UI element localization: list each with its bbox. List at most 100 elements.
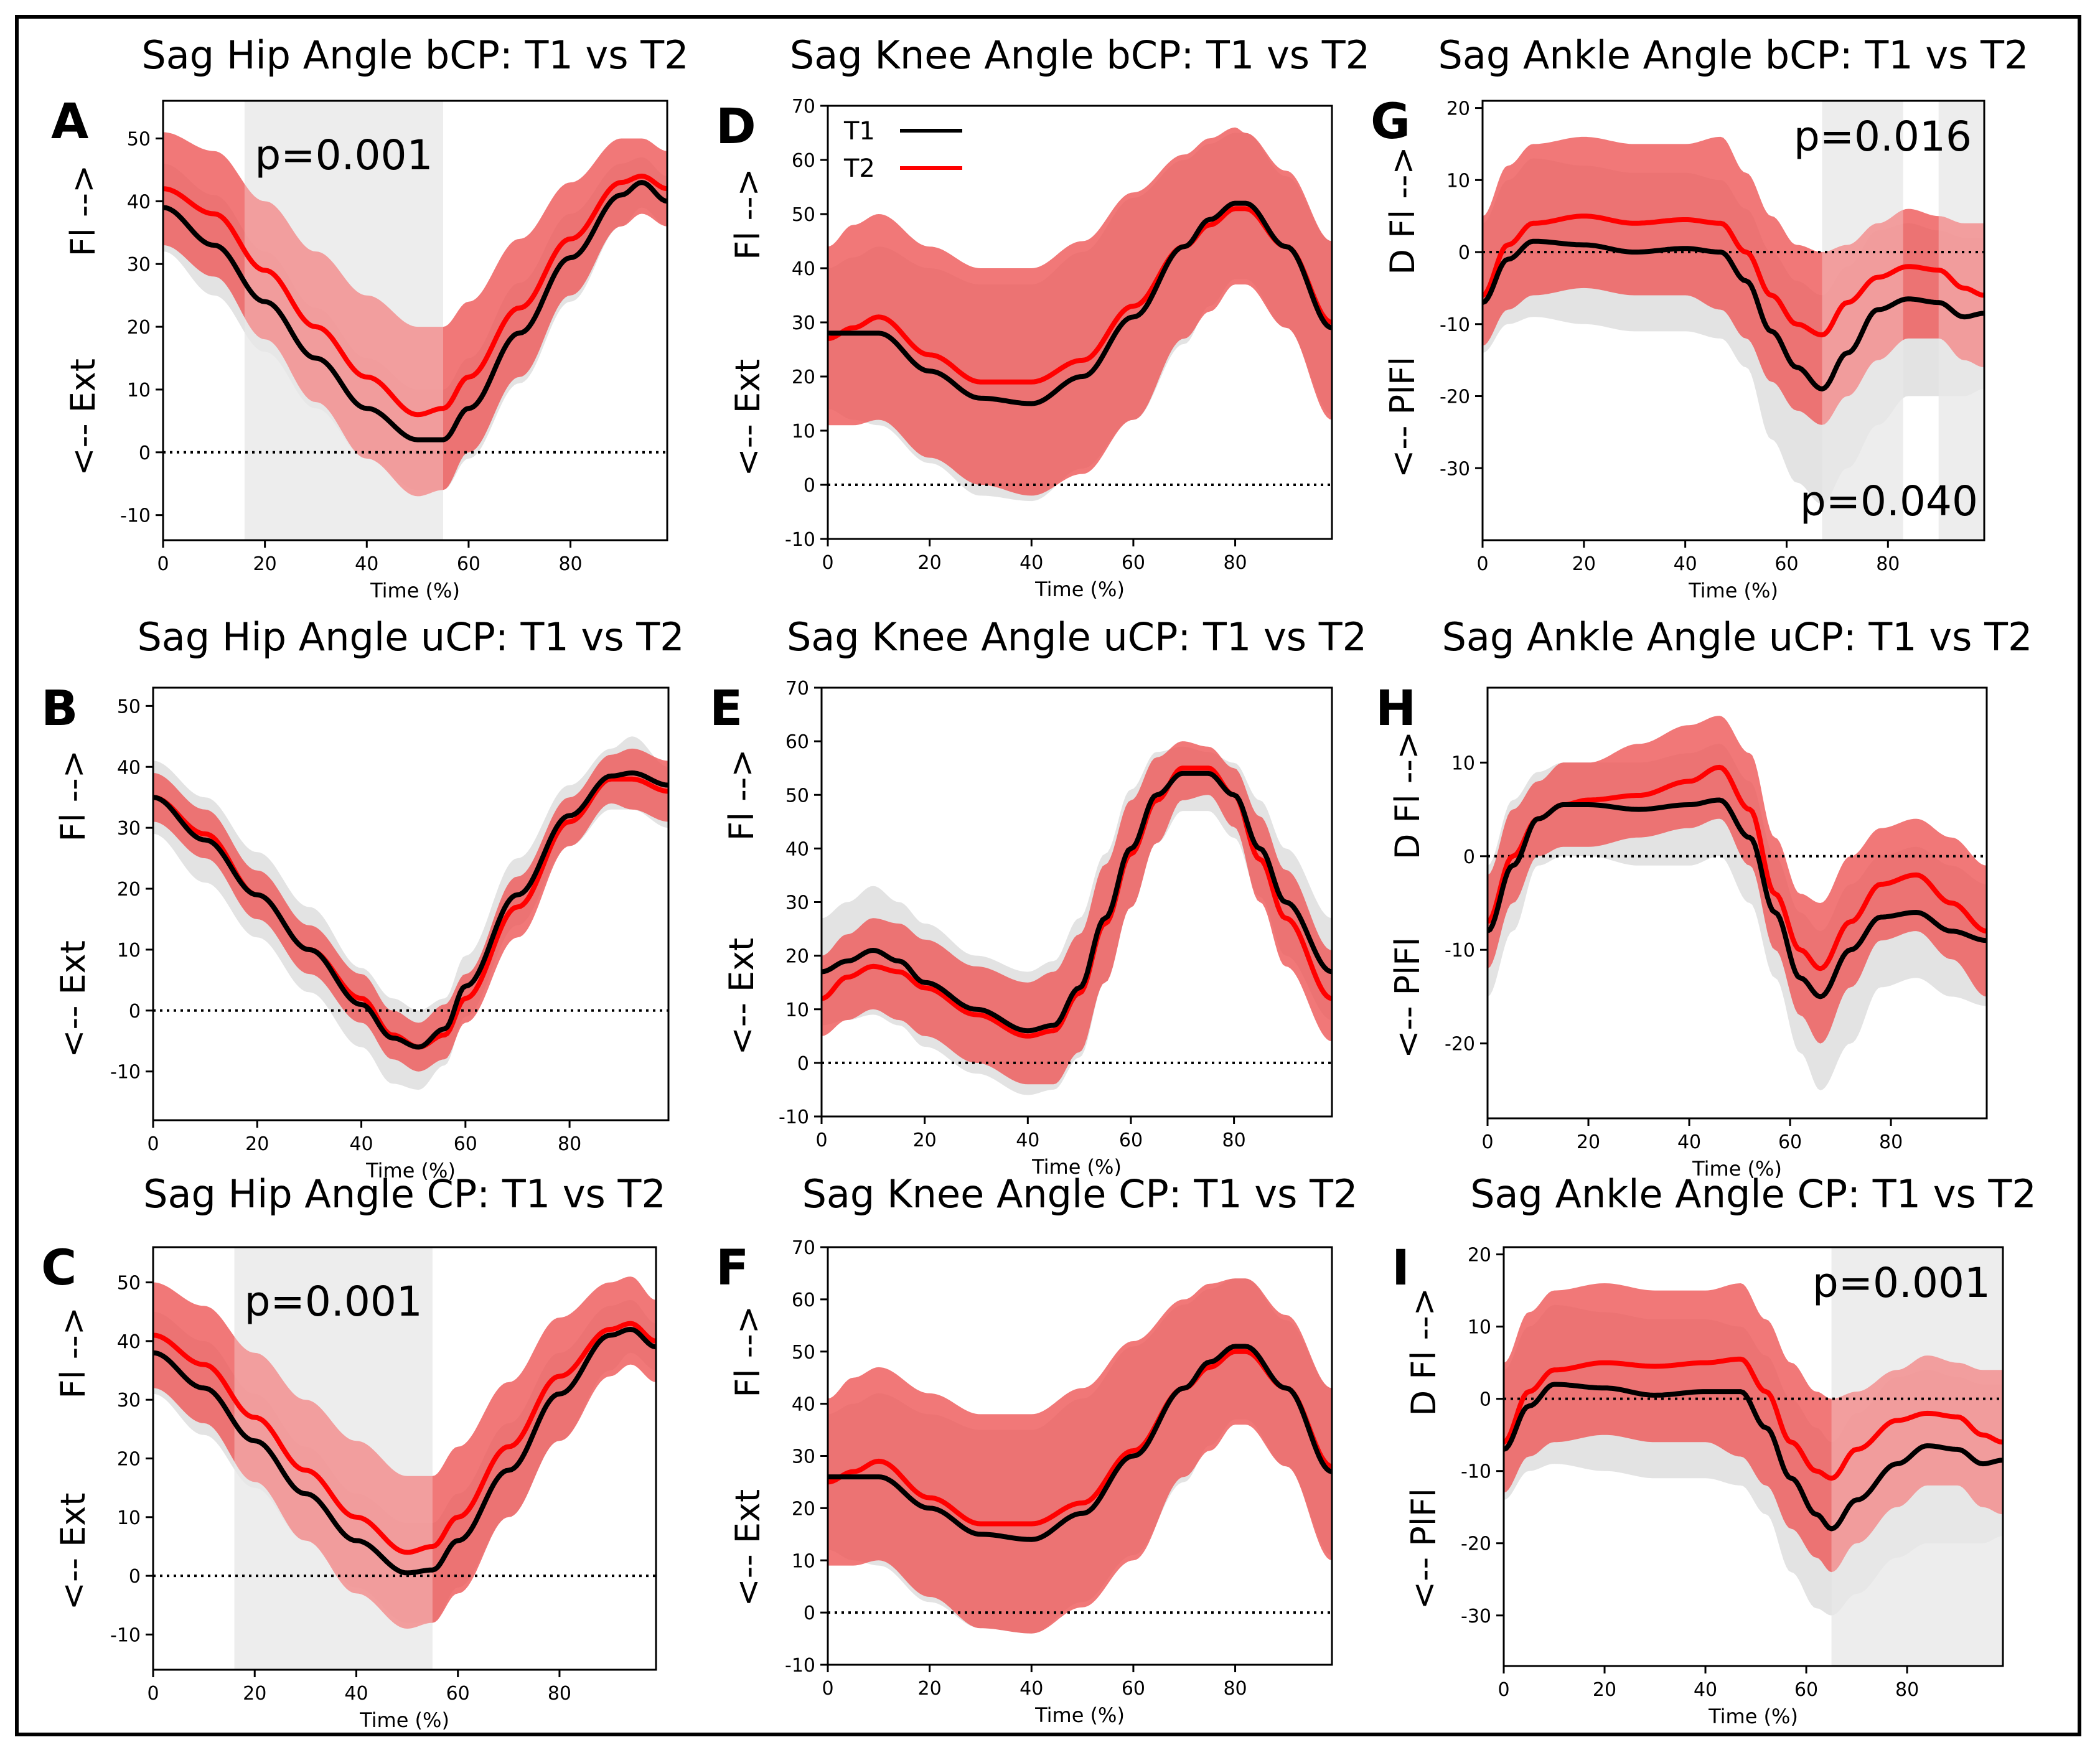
- y-tick-label: 0: [139, 442, 151, 464]
- y-tick-label: -10: [1461, 1461, 1491, 1483]
- panel-g: 0 20 40 60 80 -30 -20 -10 0 10 20 Time (%) D Fl --> <…: [1371, 32, 2028, 602]
- y-tick-label: 20: [792, 367, 815, 388]
- p-value-label: p=0.040: [1800, 477, 1978, 525]
- y-tick-label: 50: [792, 204, 815, 226]
- panel-c: 0 20 40 60 80 -10 0 10 20 30 40 50 Time (%) Fl --> <--…: [41, 1171, 666, 1732]
- x-tick-label: 20: [243, 1683, 266, 1705]
- y-tick-label: 40: [785, 838, 809, 860]
- y-tick-label: 60: [792, 150, 815, 172]
- plot-layer: [1504, 1247, 2003, 1666]
- y-axis-label-bottom: <-- PlFl: [1383, 357, 1422, 478]
- y-tick-label: -10: [785, 529, 815, 551]
- panel-letter: G: [1371, 94, 1410, 150]
- plot-layer: [153, 1247, 656, 1670]
- x-tick-label: 80: [548, 1683, 571, 1705]
- x-axis-label: Time (%): [1034, 1703, 1125, 1727]
- y-axis-label-top: D Fl -->: [1404, 1288, 1443, 1416]
- plot-layer: [822, 741, 1332, 1095]
- y-tick-label: 0: [129, 1001, 141, 1023]
- x-tick-label: 80: [1879, 1131, 1903, 1153]
- x-tick-label: 0: [822, 1678, 833, 1700]
- y-axis-label-bottom: <-- Ext: [63, 358, 103, 476]
- mean-line-t1: [828, 200, 1332, 406]
- y-axis-label-top: D Fl -->: [1388, 731, 1427, 859]
- y-tick-label: 30: [117, 1390, 141, 1411]
- x-tick-label: 0: [1476, 553, 1488, 575]
- x-tick-label: 80: [1223, 552, 1247, 574]
- y-tick-label: 0: [804, 1603, 815, 1624]
- x-tick-label: 80: [1895, 1679, 1919, 1701]
- y-tick-label: 50: [785, 785, 809, 807]
- x-tick-label: 40: [355, 553, 378, 575]
- y-tick-label: 10: [1446, 170, 1470, 192]
- panel-a: 0 20 40 60 80 -10 0 10 20 30 40 50 Time (%) Fl --> <--…: [51, 32, 689, 602]
- y-axis-label-top: Fl -->: [54, 1307, 93, 1398]
- y-tick-label: 20: [792, 1498, 815, 1520]
- y-axis-label-bottom: <-- Ext: [728, 359, 767, 477]
- y-tick-label: 40: [117, 1331, 141, 1353]
- y-tick-label: 20: [117, 1449, 141, 1471]
- mean-line-t1: [1504, 1382, 2003, 1532]
- plot-layer: [1483, 101, 1984, 540]
- y-tick-label: 60: [785, 731, 809, 753]
- plot-layer: [828, 127, 1332, 502]
- panel-letter: B: [41, 681, 78, 737]
- y-axis-label-bottom: <-- Ext: [54, 1493, 93, 1611]
- y-axis-label-bottom: <-- PlFl: [1388, 937, 1427, 1059]
- mean-line-t1: [1483, 238, 1984, 391]
- x-tick-label: 20: [1577, 1131, 1600, 1153]
- plot-layer: [153, 736, 668, 1090]
- x-tick-label: 40: [344, 1683, 368, 1705]
- x-tick-label: 80: [1876, 553, 1900, 575]
- panel-letter: H: [1376, 681, 1416, 737]
- p-value-label: p=0.016: [1794, 113, 1972, 161]
- significance-overlay: [1831, 1247, 2003, 1666]
- y-tick-label: -10: [120, 505, 151, 527]
- x-tick-label: 40: [1016, 1130, 1039, 1151]
- x-tick-label: 20: [1593, 1679, 1616, 1701]
- x-axis-label: Time (%): [1688, 579, 1778, 602]
- mean-line-t1: [153, 1327, 656, 1576]
- x-tick-label: 0: [1481, 1131, 1493, 1153]
- x-tick-label: 60: [1119, 1130, 1143, 1151]
- x-tick-label: 80: [558, 1133, 581, 1155]
- y-tick-label: 40: [127, 191, 151, 213]
- panel-title: Sag Ankle Angle uCP: T1 vs T2: [1442, 614, 2033, 660]
- panel-title: Sag Hip Angle bCP: T1 vs T2: [141, 32, 688, 78]
- y-axis-label-bottom: <-- Ext: [722, 938, 761, 1055]
- x-tick-label: 40: [1020, 1678, 1043, 1700]
- y-axis-label-bottom: <-- PlFl: [1404, 1488, 1443, 1609]
- y-tick-label: 10: [792, 1550, 815, 1572]
- axes-frame: [1486, 686, 1988, 1120]
- y-axis-label-top: Fl -->: [63, 165, 103, 256]
- mean-line-t1: [153, 770, 668, 1050]
- y-tick-label: 10: [785, 999, 809, 1021]
- mean-line-t2: [163, 174, 667, 418]
- x-tick-label: 40: [349, 1133, 373, 1155]
- y-tick-label: 10: [117, 940, 141, 962]
- y-tick-label: 40: [792, 1394, 815, 1416]
- p-value-label: p=0.001: [245, 1278, 423, 1326]
- y-tick-label: -20: [1445, 1034, 1475, 1055]
- x-tick-label: 80: [1222, 1130, 1246, 1151]
- p-value-label: p=0.001: [255, 131, 433, 179]
- panel-letter: A: [51, 94, 88, 150]
- mean-line-t1: [828, 1344, 1332, 1542]
- p-value-label: p=0.001: [1812, 1259, 1990, 1307]
- panel-letter: E: [710, 681, 743, 737]
- plot-layer: [828, 1278, 1332, 1634]
- x-tick-label: 60: [1794, 1679, 1818, 1701]
- x-tick-label: 40: [1674, 553, 1697, 575]
- y-tick-label: 20: [1446, 98, 1470, 120]
- panel-letter: F: [716, 1240, 749, 1296]
- x-axis-label: Time (%): [359, 1708, 449, 1732]
- y-axis-label-bottom: <-- Ext: [728, 1489, 767, 1607]
- legend-label-t1: T1: [843, 117, 875, 146]
- y-tick-label: 20: [117, 879, 141, 901]
- x-tick-label: 0: [822, 552, 833, 574]
- panel-title: Sag Ankle Angle bCP: T1 vs T2: [1438, 32, 2029, 78]
- x-tick-label: 60: [1774, 553, 1798, 575]
- mean-line-t2: [1504, 1356, 2003, 1481]
- x-tick-label: 0: [147, 1133, 159, 1155]
